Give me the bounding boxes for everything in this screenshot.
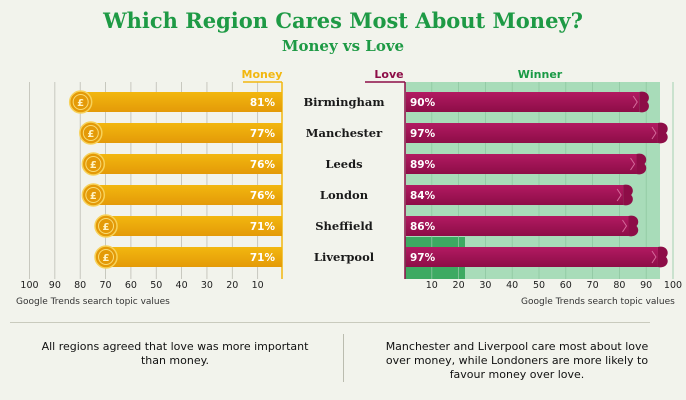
left-axis-tick: 90	[49, 280, 61, 291]
divider	[10, 322, 650, 323]
coin-icon-ring	[85, 187, 102, 203]
heart-detail	[630, 157, 636, 171]
left-axis-tick: 10	[252, 280, 264, 291]
axis-note-right: Google Trends search topic values	[521, 297, 675, 307]
heart-detail	[622, 219, 628, 233]
category-label: London	[320, 188, 369, 202]
pound-icon: £	[90, 160, 97, 171]
love-bar	[406, 185, 624, 205]
love-bar	[406, 123, 658, 143]
left-axis-tick: 80	[74, 280, 86, 291]
love-value-label: 97%	[410, 252, 436, 264]
right-axis-tick: 20	[453, 280, 465, 291]
heart-icon	[623, 184, 633, 206]
right-axis-tick: 30	[479, 280, 491, 291]
money-value-label: 81%	[250, 97, 276, 109]
left-axis-tick: 40	[176, 280, 188, 291]
love-value-label: 90%	[410, 97, 436, 109]
category-label: Leeds	[325, 157, 362, 171]
money-value-label: 71%	[250, 252, 276, 264]
love-value-label: 89%	[410, 159, 436, 171]
money-value-label: 77%	[250, 128, 276, 140]
winner-column-label: Winner	[518, 68, 563, 81]
right-axis-tick: 40	[506, 280, 518, 291]
pound-icon: £	[103, 222, 110, 233]
love-column-label: Love	[374, 68, 403, 81]
category-label: Manchester	[306, 126, 383, 140]
left-axis-tick: 60	[125, 280, 137, 291]
money-bar	[103, 216, 282, 236]
category-label: Birmingham	[303, 95, 384, 109]
left-axis-tick: 100	[20, 280, 38, 291]
love-value-label: 86%	[410, 221, 436, 233]
pound-icon: £	[77, 98, 84, 109]
heart-detail	[632, 95, 638, 109]
right-axis-tick: 80	[613, 280, 625, 291]
pound-icon: £	[103, 253, 110, 264]
love-bar	[406, 92, 640, 112]
love-bar	[406, 154, 637, 174]
heart-icon	[657, 122, 668, 144]
chart-subtitle: Money vs Love	[281, 37, 405, 55]
heart-detail	[651, 126, 657, 140]
note-left: All regions agreed that love was more im…	[41, 340, 309, 367]
right-axis-tick: 100	[664, 280, 682, 291]
coin-icon-ring	[72, 94, 89, 110]
money-bar	[77, 92, 282, 112]
right-axis-tick: 70	[587, 280, 599, 291]
right-axis-tick: 50	[533, 280, 545, 291]
heart-icon	[657, 246, 668, 268]
left-axis-tick: 30	[201, 280, 213, 291]
left-axis-tick: 70	[100, 280, 112, 291]
coin-icon-ring	[98, 218, 115, 234]
right-axis-tick: 10	[426, 280, 438, 291]
money-bar	[103, 247, 282, 267]
love-value-label: 84%	[410, 190, 436, 202]
chart-title: Which Region Cares Most About Money?	[103, 8, 583, 33]
money-bar	[90, 185, 282, 205]
money-column-label: Money	[242, 68, 283, 81]
right-axis-tick: 90	[640, 280, 652, 291]
money-value-label: 76%	[250, 190, 276, 202]
note-right: Manchester and Liverpool care most about…	[385, 340, 649, 381]
heart-icon	[628, 215, 639, 237]
love-bar	[406, 216, 629, 236]
coin-icon-ring	[82, 125, 99, 141]
left-axis-tick: 20	[226, 280, 238, 291]
coin-icon-ring	[98, 249, 115, 265]
divider-vertical	[343, 334, 344, 382]
heart-icon	[639, 91, 649, 113]
coin-icon-ring	[85, 156, 102, 172]
money-bar	[87, 123, 283, 143]
love-bar	[406, 247, 658, 267]
right-axis-tick: 60	[560, 280, 572, 291]
category-label: Liverpool	[314, 250, 375, 264]
money-bar	[90, 154, 282, 174]
money-value-label: 71%	[250, 221, 276, 233]
category-label: Sheffield	[315, 219, 373, 233]
heart-icon	[636, 153, 647, 175]
axis-note-left: Google Trends search topic values	[16, 297, 170, 307]
money-value-label: 76%	[250, 159, 276, 171]
money-vs-love-chart: Money Love Winner £ 81% Birmingham 90% £ 77% Manc…	[20, 68, 682, 291]
heart-detail	[651, 250, 657, 264]
pound-icon: £	[90, 191, 97, 202]
heart-detail	[616, 188, 622, 202]
pound-icon: £	[87, 129, 94, 140]
left-axis-tick: 50	[150, 280, 162, 291]
love-value-label: 97%	[410, 128, 436, 140]
